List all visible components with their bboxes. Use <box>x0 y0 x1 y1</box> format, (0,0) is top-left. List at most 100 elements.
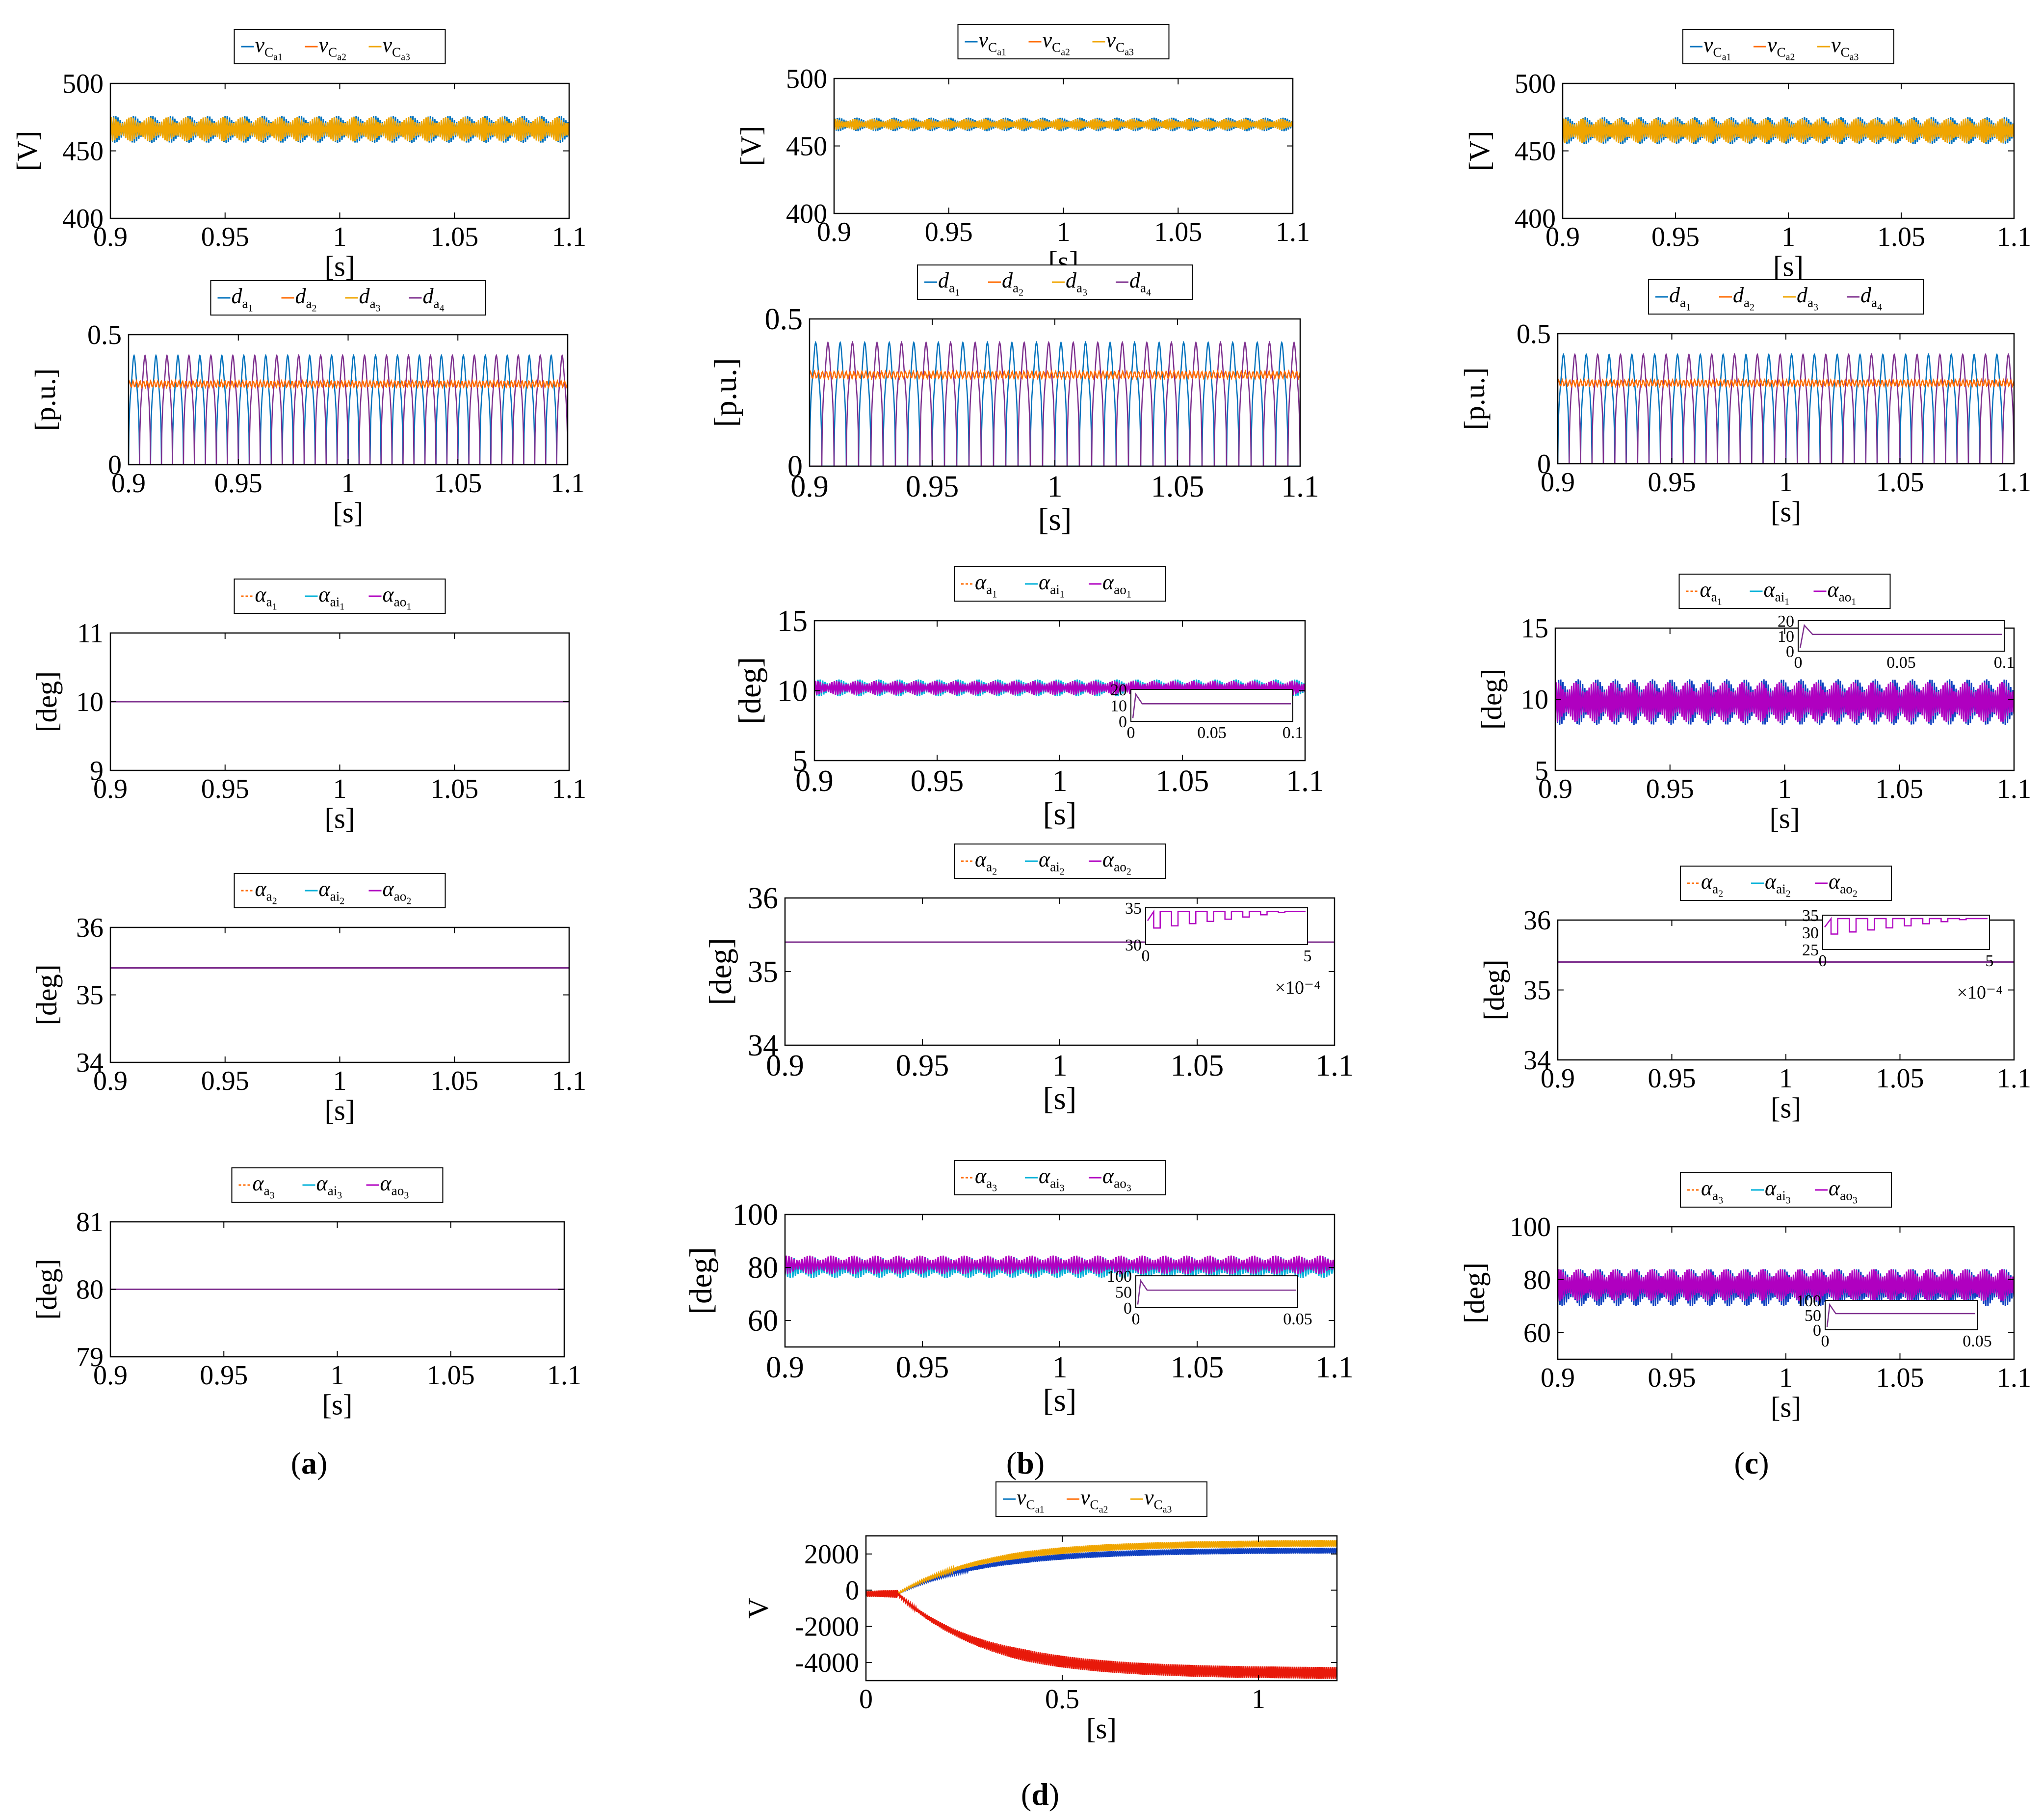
axes-frame <box>109 82 570 219</box>
legend-label: da2 <box>295 284 317 314</box>
legend-label: αa2 <box>255 877 277 907</box>
legend-box <box>954 566 1166 602</box>
caption-d: (d) <box>1021 1777 1060 1812</box>
axes-frame <box>865 1535 1338 1682</box>
x-tick-label: 1.05 <box>1876 1063 1924 1094</box>
inset-trace <box>1132 692 1291 718</box>
x-tick-label: 1 <box>341 468 355 499</box>
y-axis-label: [p.u.] <box>1459 368 1491 430</box>
inset-y-tick-label: 0 <box>1124 1299 1132 1318</box>
x-tick-label: 0.95 <box>896 1351 949 1384</box>
x-axis-label: [s] <box>1773 251 1804 283</box>
series-da-2 <box>1558 378 2014 389</box>
legend-label: αao3 <box>1102 1164 1131 1194</box>
legend: αa3 αai3 αao3 <box>1680 1172 1892 1208</box>
y-tick-label: 36 <box>76 913 104 943</box>
x-tick-label: 0.9 <box>93 1066 128 1096</box>
x-tick-label: 1 <box>333 774 347 804</box>
x-tick-label: 0.9 <box>766 1049 804 1082</box>
series-da-1 <box>129 354 568 465</box>
x-tick-label: 0.95 <box>1646 774 1694 804</box>
y-axis-label: [deg] <box>31 1259 63 1319</box>
inset-x-tick-label: 0.05 <box>1886 654 1916 672</box>
axes-frame <box>1562 82 2015 219</box>
legend: vCa1 vCa2 vCa3 <box>957 24 1170 59</box>
legend-box <box>234 579 446 614</box>
chart-a3: 0.9 0.95 1 1.05 1.1 9 10 11 [s] [deg] αa1 αai1 αao1 <box>31 579 586 835</box>
legend-label: αai2 <box>319 877 345 907</box>
caption-c: (c) <box>1734 1446 1769 1480</box>
legend-label: αao2 <box>383 877 412 907</box>
inset-y-tick-label: 50 <box>1805 1307 1821 1325</box>
legend-box <box>1680 1172 1892 1208</box>
x-tick-label: 1 <box>1052 1049 1068 1082</box>
axes-frame <box>833 78 1294 214</box>
x-axis-label: [s] <box>1038 502 1072 537</box>
legend-label: da1 <box>938 268 960 298</box>
axes-frame <box>109 926 570 1063</box>
x-tick-label: 0.95 <box>201 774 249 804</box>
inset-x-tick-label: 0.05 <box>1283 1310 1312 1328</box>
y-tick-label: 0.5 <box>765 303 803 336</box>
y-tick-label: 60 <box>748 1304 778 1338</box>
legend-label: da4 <box>423 284 445 314</box>
x-axis-label: [s] <box>1771 1092 1801 1124</box>
plot-area-b5 <box>785 1255 1335 1278</box>
legend-box <box>1678 574 1891 609</box>
x-axis-label: [s] <box>1771 1392 1801 1424</box>
y-tick-label: 60 <box>1523 1318 1551 1348</box>
legend-box <box>995 1481 1207 1517</box>
x-tick-label: 1.1 <box>547 1360 581 1391</box>
x-axis-label: [s] <box>322 1389 352 1421</box>
legend-label: da3 <box>359 284 381 314</box>
x-tick-label: 0.5 <box>1045 1684 1079 1714</box>
inset-x-tick-label: 0.1 <box>1283 724 1304 742</box>
inset-frame <box>1145 907 1308 945</box>
inset-y-tick-label: 0 <box>1786 643 1794 661</box>
y-axis-label: [p.u.] <box>708 358 743 427</box>
inset-x-tick-label: 0 <box>1794 654 1803 672</box>
y-tick-label: 80 <box>76 1275 104 1305</box>
y-tick-label: 400 <box>1515 204 1556 234</box>
chart-b1: 0.9 0.95 1 1.05 1.1400450500[s][V]vCa1vCa2vC… <box>735 24 1310 278</box>
y-tick-label: 80 <box>748 1251 778 1285</box>
inset-x-tick-label: 0.1 <box>1994 654 2015 672</box>
chart-c1: 0.9 0.95 1 1.05 1.1400450500[s][V]vCa1vCa2vC… <box>1464 29 2031 283</box>
x-axis-label: [s] <box>1043 1081 1077 1116</box>
x-tick-label: 1.05 <box>1151 470 1204 503</box>
x-tick-label: 1 <box>1252 1684 1265 1714</box>
y-tick-label: 10 <box>777 675 808 708</box>
caption-b: (b) <box>1006 1446 1045 1480</box>
plot-area-a2 <box>129 354 568 465</box>
plot-area-c3 <box>1555 679 2014 725</box>
x-tick-label: 1 <box>1779 467 1793 498</box>
legend: da1 da2 da3 da4 <box>210 280 486 316</box>
x-tick-label: 1 <box>1047 470 1063 503</box>
legend-label: αai2 <box>1039 847 1065 877</box>
x-tick-label: 0.9 <box>817 217 851 247</box>
y-axis-label: [deg] <box>31 964 63 1025</box>
x-axis-label: [s] <box>1043 1383 1077 1418</box>
x-tick-label: 1.1 <box>552 774 586 804</box>
y-tick-label: 36 <box>1523 905 1551 936</box>
x-tick-label: 1.1 <box>550 468 585 499</box>
y-tick-label: -4000 <box>795 1648 859 1678</box>
x-tick-label: 1.1 <box>1286 765 1324 798</box>
chart-b3: 0.9 0.95 1 1.05 1.1 5 10 15 [s] [deg] αa1 αai1 αao1 0… <box>733 566 1324 832</box>
legend-label: da3 <box>1066 268 1087 298</box>
inset-y-tick-label: 100 <box>1796 1292 1821 1310</box>
series-vCa1 <box>834 117 1293 132</box>
series-vCa1 <box>866 1548 1337 1597</box>
chart-a2: 0.9 0.95 1 1.05 1.1 0 0.5 [s] [p.u.] da1 da2 da3 da4 <box>29 280 585 529</box>
series-vCa3 <box>866 1540 1337 1598</box>
chart-c3: 0.9 0.95 1 1.05 1.1 5 10 15 [s] [deg] αa1 αai1 αao1 0… <box>1476 574 2031 835</box>
x-tick-label: 1 <box>1779 1363 1793 1393</box>
legend-box <box>954 844 1166 879</box>
inset-y-tick-label: 100 <box>1107 1267 1132 1286</box>
y-tick-label: 0 <box>1537 449 1551 479</box>
legend-label: vCa3 <box>1106 28 1134 58</box>
